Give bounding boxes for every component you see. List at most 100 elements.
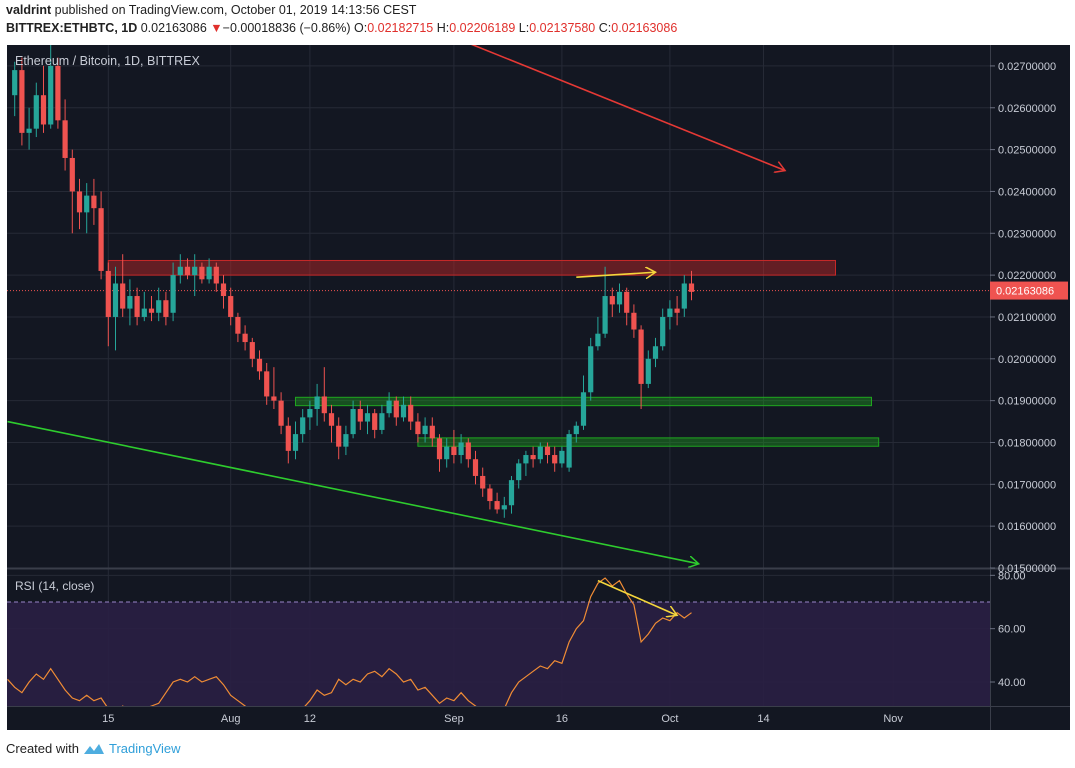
high-value: 0.02206189 xyxy=(449,21,516,35)
candle-down xyxy=(530,455,536,460)
candle-down xyxy=(40,95,47,125)
last-price-tag xyxy=(990,281,1068,300)
candle-up xyxy=(645,358,651,384)
time-tick-label: Sep xyxy=(444,713,464,725)
candle-down xyxy=(480,475,486,489)
author-name[interactable]: valdrint xyxy=(6,3,52,17)
candle-up xyxy=(573,425,579,435)
publish-line: valdrint published on TradingView.com, O… xyxy=(6,3,416,17)
candle-up xyxy=(386,400,392,414)
time-tick-label: 15 xyxy=(102,713,114,725)
price-tick-label: 0.02000000 xyxy=(998,354,1056,366)
candle-up xyxy=(177,266,183,276)
candle-down xyxy=(271,396,277,401)
time-tick-label: Oct xyxy=(661,713,678,725)
candle-down xyxy=(631,312,637,330)
symbol-label: BITTREX:ETHBTC, 1D xyxy=(6,21,138,35)
price-tick-label: 0.02500000 xyxy=(998,145,1056,157)
high-label: H: xyxy=(436,21,450,35)
candle-down xyxy=(19,70,25,133)
price-divergence xyxy=(576,272,655,277)
candle-down xyxy=(249,342,255,359)
candle-down xyxy=(278,400,284,426)
low-value: 0.02137580 xyxy=(529,21,596,35)
candle-down xyxy=(242,333,248,343)
candle-down xyxy=(487,488,493,502)
candle-down xyxy=(120,283,126,309)
tradingview-brand[interactable]: TradingView xyxy=(108,741,181,756)
candle-down xyxy=(552,455,558,464)
candle-up xyxy=(652,346,659,359)
candle-up xyxy=(508,480,515,506)
price-tick-label: 0.01600000 xyxy=(998,521,1056,533)
candle-down xyxy=(472,459,479,476)
candle-up xyxy=(580,392,587,426)
candle-down xyxy=(256,358,263,372)
ohlc-line: BITTREX:ETHBTC, 1D 0.02163086 ▼−0.000188… xyxy=(6,21,677,35)
time-tick-label: 12 xyxy=(304,713,316,725)
time-axis[interactable]: 15 Aug 12 Sep 16 Oct 14 Nov xyxy=(102,713,903,725)
candle-up xyxy=(292,434,299,451)
candle-down xyxy=(163,300,169,317)
candle-up xyxy=(444,446,450,460)
candle-down xyxy=(105,270,111,317)
candle-up xyxy=(523,455,529,464)
price-tick-label: 0.01800000 xyxy=(998,437,1056,449)
candle-up xyxy=(206,266,212,280)
candle-up xyxy=(12,70,18,96)
candle-down xyxy=(285,425,291,451)
price-tick-label: 0.02700000 xyxy=(998,61,1056,73)
rsi-band xyxy=(7,602,990,706)
red-trendline xyxy=(470,45,785,171)
candle-down xyxy=(228,296,234,317)
candle-down xyxy=(55,65,61,121)
rsi-tick-label: 40.00 xyxy=(998,677,1026,689)
candle-up xyxy=(48,65,54,125)
candle-up xyxy=(350,409,356,435)
candle-down xyxy=(264,371,270,397)
candle-layer xyxy=(12,45,695,518)
price-tick-label: 0.02400000 xyxy=(998,186,1056,198)
change-down-icon: ▼ xyxy=(210,21,223,35)
candle-down xyxy=(76,191,83,213)
candle-up xyxy=(84,195,90,213)
price-tick-label: 0.01700000 xyxy=(998,479,1056,491)
price-tick-label: 0.02600000 xyxy=(998,103,1056,115)
candle-down xyxy=(465,442,471,460)
rsi-divergence xyxy=(597,579,677,616)
footer: Created with TradingView xyxy=(6,741,181,756)
candle-down xyxy=(235,316,241,334)
candle-down xyxy=(134,296,140,317)
last-price-label: 0.02163086 xyxy=(996,286,1054,298)
time-tick-label: Nov xyxy=(883,713,903,725)
published-text: published on TradingView.com, October 01… xyxy=(54,3,417,17)
price-tick-label: 0.02200000 xyxy=(998,270,1056,282)
candle-down xyxy=(220,283,227,297)
candle-up xyxy=(379,413,385,430)
candle-up xyxy=(660,316,666,347)
candle-up xyxy=(559,450,565,464)
close-value: 0.02163086 xyxy=(611,21,678,35)
time-tick-label: 16 xyxy=(556,713,568,725)
rsi-title: RSI (14, close) xyxy=(15,579,94,593)
candle-up xyxy=(458,442,464,456)
created-with-text: Created with xyxy=(6,741,79,756)
candle-down xyxy=(436,438,443,460)
low-label: L: xyxy=(518,21,530,35)
price-chart[interactable]: 0.02700000 0.02600000 0.02500000 0.02400000… xyxy=(0,0,1075,740)
time-tick-label: 14 xyxy=(757,713,769,725)
candle-down xyxy=(638,329,644,384)
price-tick-label: 0.01900000 xyxy=(998,396,1056,408)
green-trendline xyxy=(7,420,699,564)
candle-up xyxy=(127,296,133,309)
rsi-line xyxy=(7,577,692,706)
price-axis[interactable]: 0.02700000 0.02600000 0.02500000 0.02400000… xyxy=(990,61,1068,689)
candle-down xyxy=(199,266,205,280)
rsi-tick-label: 80.00 xyxy=(998,570,1026,582)
time-axis-background xyxy=(7,706,1070,730)
candle-down xyxy=(408,404,414,422)
candle-up xyxy=(170,275,176,313)
rsi-tick-label: 60.00 xyxy=(998,624,1026,636)
price-tick-label: 0.02100000 xyxy=(998,312,1056,324)
candle-down xyxy=(328,413,335,426)
